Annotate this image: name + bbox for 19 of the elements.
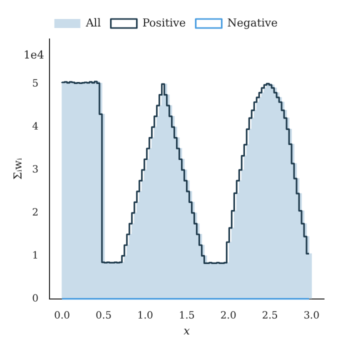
legend-label: All bbox=[84, 16, 102, 30]
legend-label: Negative bbox=[227, 16, 278, 30]
y-tick-label: 4 bbox=[32, 122, 39, 133]
y-axis-title: Σᵢwᵢ bbox=[11, 157, 24, 180]
x-tick-label: 2.5 bbox=[262, 310, 278, 322]
y-tick-label: 5 bbox=[32, 78, 39, 90]
y-tick-label: 3 bbox=[32, 164, 39, 176]
y-tick-label: 1 bbox=[32, 250, 39, 262]
x-tick-label: 1.5 bbox=[178, 310, 195, 322]
x-tick-label: 0.0 bbox=[54, 310, 70, 322]
x-tick-label: 2.0 bbox=[220, 310, 236, 322]
x-tick-label: 1.0 bbox=[137, 310, 154, 322]
x-tick-label: 0.5 bbox=[96, 310, 112, 322]
x-tick-label: 3.0 bbox=[304, 310, 320, 322]
y-tick-label: 2 bbox=[32, 208, 39, 219]
legend-label: Positive bbox=[142, 16, 186, 30]
y-tick-label: 0 bbox=[32, 293, 39, 304]
text: 1e4 bbox=[24, 48, 44, 62]
x-axis-title: x bbox=[184, 324, 191, 338]
